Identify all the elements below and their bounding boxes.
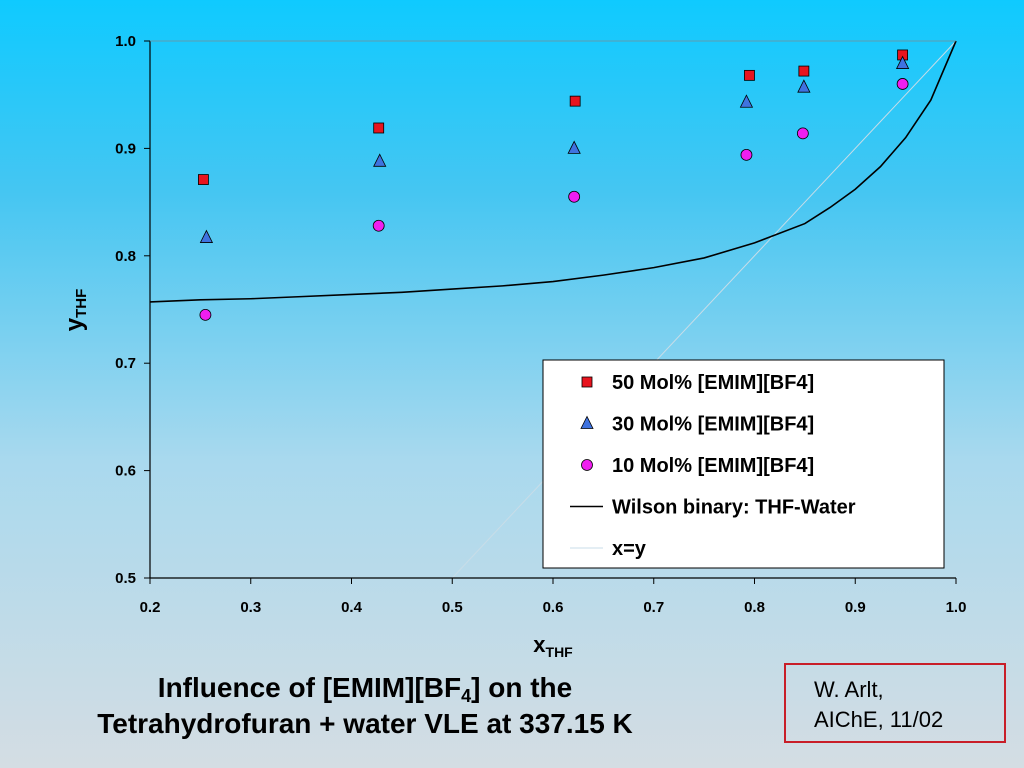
series-1-point (373, 122, 385, 134)
y-tick-label: 0.7 (115, 355, 136, 372)
x-tick-label: 0.3 (240, 599, 261, 616)
legend-symbol-1 (581, 376, 593, 388)
wilson-curve (149, 40, 957, 303)
series-1-point (744, 69, 755, 81)
series-1-point (197, 174, 209, 185)
series-2-point (567, 140, 581, 154)
series-1-point (569, 95, 581, 107)
series-3-point (199, 308, 212, 321)
series-3-point (796, 127, 809, 140)
vle-chart: 0.2 0.3 0.4 0.5 0.6 0.7 0.8 0.9 1.0 0.5 0.6 0.7 0.8… (61, 33, 967, 660)
slide-title-line-2: Tetrahydrofuran + water VLE at 337.15 K (97, 708, 633, 739)
series-2-point (199, 229, 214, 243)
x-tick-label: 1.0 (946, 599, 967, 616)
slide-title-line-1: Influence of [EMIM][BF4] on the (157, 672, 573, 706)
slide-title: Influence of [EMIM][BF4] on the Tetrahyd… (0, 670, 730, 742)
y-axis-ticks: 0.5 0.6 0.7 0.8 0.9 1.0 (115, 33, 150, 587)
x-tick-label: 0.8 (744, 599, 765, 616)
x-equals-y-path (451, 40, 957, 579)
y-tick-label: 0.8 (115, 248, 136, 265)
series-3-point (740, 148, 753, 161)
legend-label-5: x=y (612, 538, 647, 560)
x-axis-ticks: 0.2 0.3 0.4 0.5 0.6 0.7 0.8 0.9 1.0 (140, 578, 967, 616)
series-1-point (798, 65, 810, 77)
legend-label-3: 10 Mol% [EMIM][BF4] (612, 455, 814, 477)
y-axis-title: yTHF (61, 289, 90, 332)
legend-label-1: 50 Mol% [EMIM][BF4] (612, 372, 814, 394)
x-tick-label: 0.5 (442, 599, 463, 616)
credit-author: W. Arlt, (814, 677, 884, 702)
legend-symbol-2 (580, 415, 594, 429)
y-tick-label: 1.0 (115, 33, 136, 50)
legend-label-2: 30 Mol% [EMIM][BF4] (612, 414, 814, 436)
series-3-point (372, 219, 385, 232)
wilson-curve-path (149, 40, 957, 303)
legend-label-4: Wilson binary: THF-Water (612, 497, 856, 519)
legend-box (542, 359, 945, 569)
y-tick-label: 0.6 (115, 463, 136, 480)
x-tick-label: 0.4 (341, 599, 363, 616)
x-tick-label: 0.2 (140, 599, 161, 616)
x-equals-y-line (451, 40, 957, 579)
credit-box: W. Arlt, AIChE, 11/02 (784, 663, 1006, 743)
data-markers (197, 49, 910, 321)
y-tick-label: 0.5 (115, 570, 136, 587)
series-2-point (797, 79, 811, 93)
x-axis-title: xTHF (533, 632, 573, 660)
x-tick-label: 0.6 (543, 599, 564, 616)
y-tick-label: 0.9 (115, 140, 136, 157)
series-3-point (896, 78, 909, 90)
credit-venue: AIChE, 11/02 (814, 707, 944, 732)
legend: 50 Mol% [EMIM][BF4] 30 Mol% [EMIM][BF4] 10… (542, 359, 945, 569)
x-tick-label: 0.7 (643, 599, 664, 616)
legend-symbol-3 (581, 459, 593, 471)
series-2-point (739, 94, 754, 108)
x-tick-label: 0.9 (845, 599, 866, 616)
series-2-point (373, 153, 387, 167)
series-3-point (568, 190, 581, 203)
series-2-point (895, 55, 910, 69)
